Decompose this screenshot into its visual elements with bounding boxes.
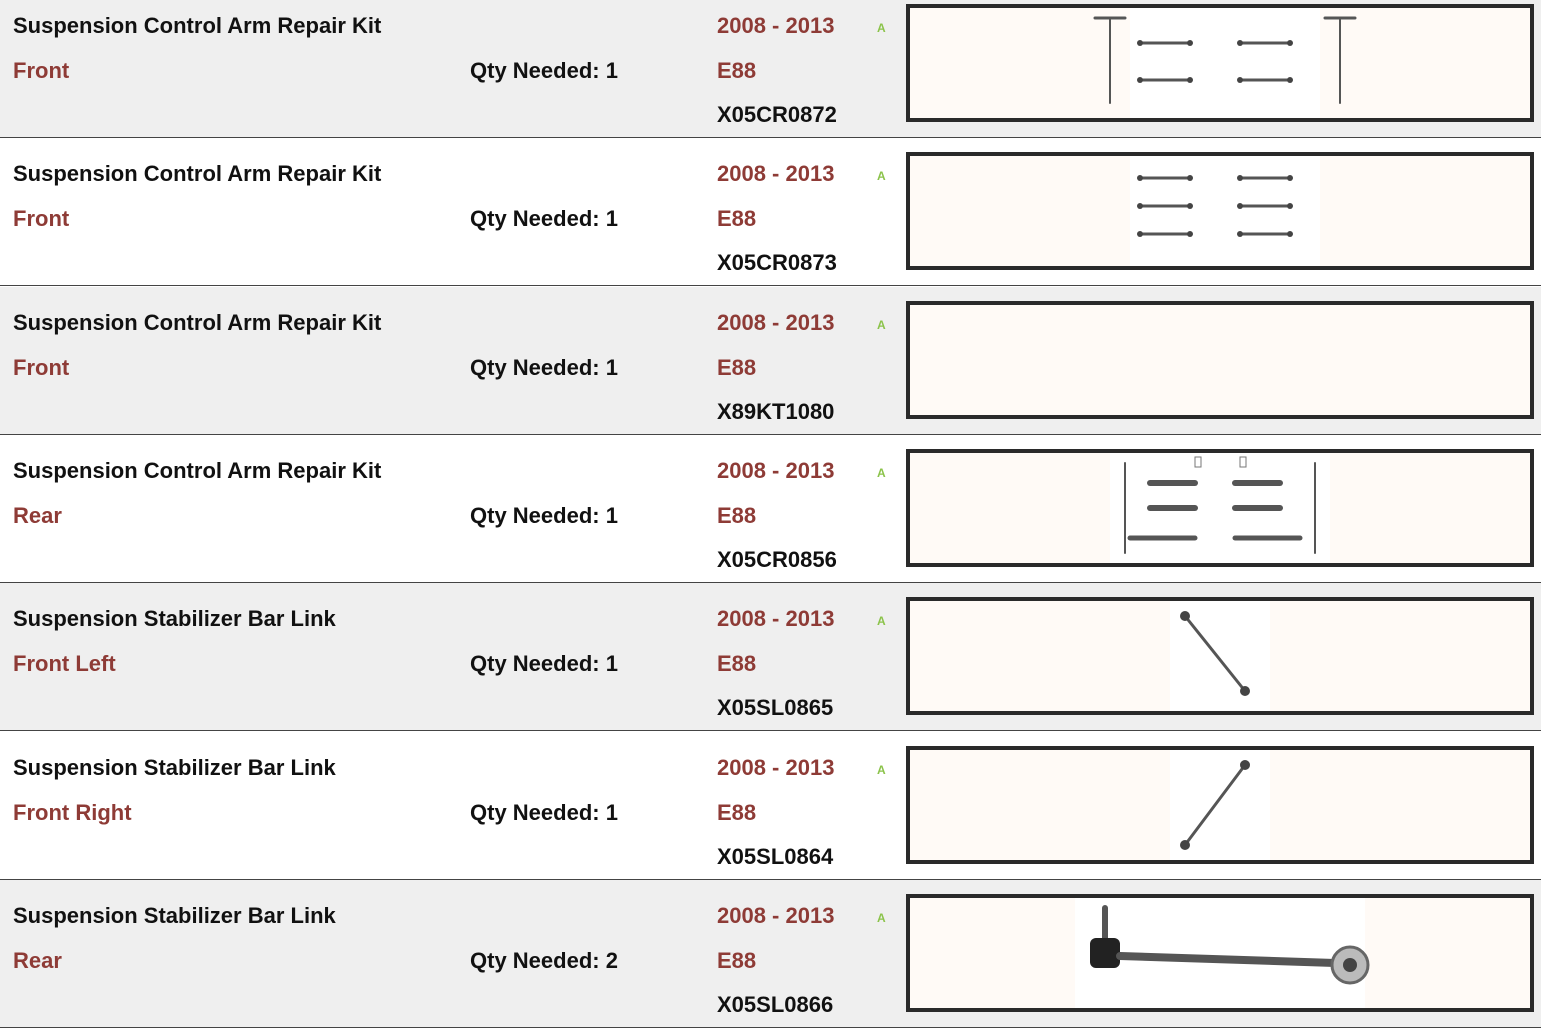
- qty-needed: Qty Needed: 1: [470, 206, 618, 232]
- year-range: 2008 - 2013: [717, 754, 835, 780]
- quality-grade: A: [877, 169, 886, 184]
- part-position: Front: [13, 58, 70, 83]
- part-title: Suspension Control Arm Repair Kit: [13, 161, 382, 187]
- part-title: Suspension Stabilizer Bar Link: [13, 606, 336, 632]
- qty-needed: Qty Needed: 1: [470, 58, 618, 83]
- part-image: [906, 597, 1534, 716]
- part-position: Front: [13, 354, 70, 380]
- part-illustration: [1130, 156, 1320, 267]
- part-illustration: [1170, 601, 1270, 712]
- part-row: Suspension Control Arm Repair Kit Front Qt…: [0, 138, 1541, 287]
- part-image: [906, 4, 1534, 122]
- model-code: E88: [717, 58, 757, 83]
- part-position: Front Right: [13, 799, 132, 825]
- part-row: Suspension Stabilizer Bar Link Front Righ…: [0, 731, 1541, 880]
- qty-needed: Qty Needed: 2: [470, 947, 618, 973]
- part-row: Suspension Control Arm Repair Kit Front Qt…: [0, 0, 1541, 138]
- quality-grade: A: [877, 21, 886, 35]
- part-position: Front: [13, 206, 70, 232]
- part-row: Suspension Control Arm Repair Kit Rear Qty…: [0, 434, 1541, 583]
- part-image: [906, 300, 1534, 419]
- part-number: X05CR0856: [717, 546, 837, 572]
- part-illustration: [1110, 452, 1330, 563]
- part-illustration: [910, 305, 1530, 415]
- part-illustration: [1093, 8, 1357, 118]
- quality-grade: A: [877, 910, 886, 925]
- year-range: 2008 - 2013: [717, 902, 835, 928]
- part-image: [906, 893, 1534, 1012]
- model-code: E88: [717, 206, 757, 232]
- year-range: 2008 - 2013: [717, 606, 835, 632]
- quality-grade: A: [877, 317, 886, 332]
- qty-needed: Qty Needed: 1: [470, 502, 618, 528]
- part-row: Suspension Control Arm Repair Kit Front Qt…: [0, 286, 1541, 435]
- part-image: [906, 152, 1534, 271]
- part-title: Suspension Control Arm Repair Kit: [13, 13, 382, 38]
- part-illustration: [1075, 897, 1370, 1008]
- part-number: X05SL0865: [717, 695, 834, 721]
- quality-grade: A: [877, 762, 886, 777]
- part-number: X05SL0866: [717, 991, 834, 1017]
- model-code: E88: [717, 947, 757, 973]
- part-title: Suspension Stabilizer Bar Link: [13, 754, 336, 780]
- year-range: 2008 - 2013: [717, 13, 835, 38]
- part-number: X05CR0873: [717, 250, 837, 276]
- part-title: Suspension Control Arm Repair Kit: [13, 309, 382, 335]
- part-number: X05CR0872: [717, 102, 837, 127]
- part-image: [906, 448, 1534, 567]
- year-range: 2008 - 2013: [717, 457, 835, 483]
- part-row: Suspension Stabilizer Bar Link Front Left…: [0, 583, 1541, 732]
- model-code: E88: [717, 651, 757, 677]
- model-code: E88: [717, 799, 757, 825]
- year-range: 2008 - 2013: [717, 309, 835, 335]
- part-position: Rear: [13, 502, 62, 528]
- quality-grade: A: [877, 614, 886, 629]
- model-code: E88: [717, 354, 757, 380]
- part-illustration: [1170, 749, 1270, 860]
- year-range: 2008 - 2013: [717, 161, 835, 187]
- part-position: Rear: [13, 947, 62, 973]
- part-row: Suspension Stabilizer Bar Link Rear Qty Ne…: [0, 879, 1541, 1028]
- model-code: E88: [717, 502, 757, 528]
- qty-needed: Qty Needed: 1: [470, 354, 618, 380]
- part-title: Suspension Control Arm Repair Kit: [13, 457, 382, 483]
- quality-grade: A: [877, 465, 886, 480]
- part-image: [906, 745, 1534, 864]
- part-title: Suspension Stabilizer Bar Link: [13, 902, 336, 928]
- qty-needed: Qty Needed: 1: [470, 651, 618, 677]
- part-number: X05SL0864: [717, 843, 834, 869]
- qty-needed: Qty Needed: 1: [470, 799, 618, 825]
- part-position: Front Left: [13, 651, 116, 677]
- part-number: X89KT1080: [717, 398, 835, 424]
